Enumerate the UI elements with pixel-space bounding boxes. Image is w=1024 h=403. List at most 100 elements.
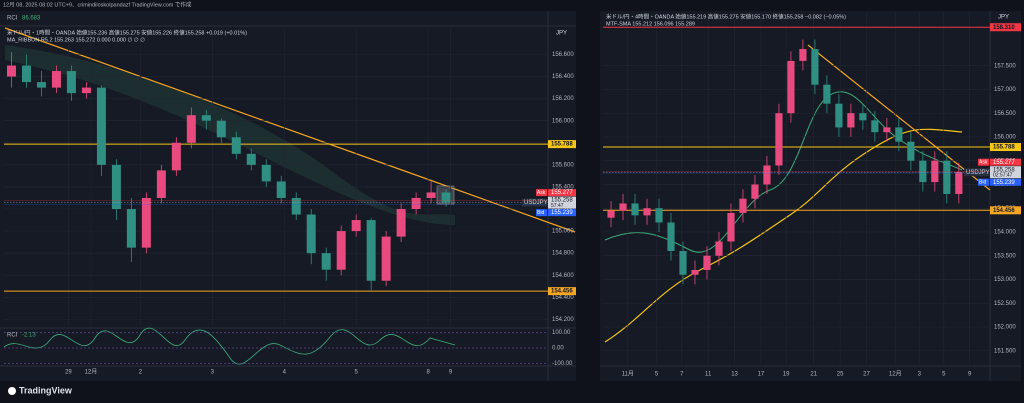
y-tick-label: 156.600 bbox=[552, 52, 574, 58]
candle-body bbox=[231, 137, 241, 154]
x-tick-label: 5 bbox=[655, 372, 659, 378]
candle-body bbox=[216, 120, 226, 138]
quote-value: 155.277 bbox=[993, 160, 1015, 166]
rci-tick-label: 100.00 bbox=[552, 330, 571, 336]
x-tick-label: 9 bbox=[968, 372, 972, 378]
symbol: USDJPY bbox=[524, 200, 548, 206]
candle-body bbox=[619, 203, 627, 211]
countdown: 57:47 bbox=[551, 203, 564, 209]
y-tick-label: 155.000 bbox=[552, 229, 574, 235]
quote-name-tag bbox=[536, 189, 547, 197]
y-tick-label: 152.000 bbox=[994, 325, 1016, 331]
candle-body bbox=[787, 60, 795, 114]
y-tick-label: 154.400 bbox=[552, 295, 574, 301]
candle-body bbox=[291, 197, 301, 215]
candle-body bbox=[186, 115, 196, 143]
rci-name: RCI bbox=[7, 333, 18, 339]
quote-name-tag bbox=[536, 209, 547, 217]
x-tick-label: 3 bbox=[918, 372, 922, 378]
quote-tag bbox=[990, 158, 1021, 166]
quote-value: 155.277 bbox=[551, 190, 573, 196]
candle-body bbox=[336, 231, 346, 270]
candle-body bbox=[703, 255, 711, 270]
candle-body bbox=[96, 87, 106, 165]
candle-body bbox=[351, 220, 361, 232]
candle-body bbox=[6, 65, 16, 77]
candle-body bbox=[306, 214, 316, 254]
candle-body bbox=[655, 208, 663, 223]
candle-body bbox=[859, 113, 867, 121]
candle-body bbox=[751, 184, 759, 199]
legend-text: 米ドル/円・4時間・OANDA 始値155.219 高値155.275 安値15… bbox=[606, 12, 846, 20]
y-tick-label: 156.200 bbox=[552, 96, 574, 102]
level-label: 154.456 bbox=[551, 289, 573, 295]
candle-body bbox=[81, 87, 91, 94]
currency: JPY bbox=[556, 31, 567, 37]
candle-body bbox=[201, 115, 211, 121]
candle-body bbox=[943, 160, 951, 194]
y-tick-label: 153.000 bbox=[994, 277, 1016, 283]
candle-body bbox=[426, 192, 436, 198]
trend-line bbox=[807, 44, 991, 191]
quote-name: Bid bbox=[979, 180, 986, 186]
x-tick-label: 9 bbox=[449, 370, 453, 376]
x-tick-label: 11月 bbox=[622, 371, 634, 378]
right-panel bbox=[600, 11, 1021, 381]
quote-name: Ask bbox=[979, 160, 988, 166]
x-tick-label: 21 bbox=[810, 372, 817, 378]
quote-value: 155.239 bbox=[551, 210, 573, 216]
x-tick-label: 29 bbox=[65, 370, 72, 376]
candle-body bbox=[246, 153, 256, 165]
level-tag bbox=[548, 287, 576, 296]
candle-body bbox=[871, 120, 879, 133]
x-tick-label: 5 bbox=[942, 372, 946, 378]
rci-value: -2.13 bbox=[22, 333, 36, 339]
y-tick-label: 156.500 bbox=[994, 111, 1016, 117]
x-tick-label: 17 bbox=[758, 372, 765, 378]
candle-body bbox=[715, 241, 723, 256]
candle-body bbox=[171, 142, 181, 171]
candle-body bbox=[895, 127, 903, 142]
quote-name-tag bbox=[978, 178, 989, 186]
symbol-tag bbox=[522, 198, 547, 207]
trend-line bbox=[4, 27, 576, 233]
y-tick-label: 154.000 bbox=[994, 230, 1016, 236]
quote-name: Bid bbox=[537, 210, 544, 216]
candle-body bbox=[21, 65, 31, 83]
last-price: 155.258 bbox=[993, 167, 1015, 173]
candle-body bbox=[907, 141, 915, 161]
y-tick-label: 157.000 bbox=[994, 87, 1016, 93]
candle-body bbox=[835, 103, 843, 128]
candle-body bbox=[141, 197, 151, 248]
candle-body bbox=[775, 113, 783, 166]
candle-body bbox=[156, 170, 166, 198]
x-tick-label: 5 bbox=[355, 370, 359, 376]
candle-body bbox=[126, 209, 136, 248]
y-tick-label: 154.200 bbox=[552, 317, 574, 323]
level-tag bbox=[548, 140, 576, 149]
candle-body bbox=[667, 222, 675, 251]
candle-body bbox=[51, 71, 61, 88]
candle-body bbox=[727, 212, 735, 242]
x-tick-label: 12月 bbox=[85, 369, 98, 376]
level-label: 155.788 bbox=[551, 142, 573, 148]
candle-body bbox=[607, 210, 615, 218]
quote-name-tag bbox=[978, 158, 989, 166]
candle-body bbox=[643, 208, 651, 216]
quote-tag bbox=[548, 189, 576, 197]
countdown: 02:57:47 bbox=[993, 173, 1013, 179]
x-tick-label: 12月 bbox=[889, 371, 902, 378]
candle-body bbox=[799, 49, 807, 61]
candle-body bbox=[261, 164, 271, 182]
x-tick-label: 11 bbox=[705, 372, 712, 378]
indicator-value: 86.683 bbox=[22, 16, 41, 22]
candle-body bbox=[36, 82, 46, 88]
candle-body bbox=[847, 113, 855, 128]
y-tick-label: 157.500 bbox=[994, 63, 1016, 69]
x-tick-label: 19 bbox=[783, 372, 790, 378]
candle-body bbox=[955, 172, 963, 194]
candle-body bbox=[381, 236, 391, 281]
currency: JPY bbox=[998, 15, 1009, 21]
drawings bbox=[3, 27, 991, 395]
symbol: USDJPY bbox=[966, 170, 990, 176]
